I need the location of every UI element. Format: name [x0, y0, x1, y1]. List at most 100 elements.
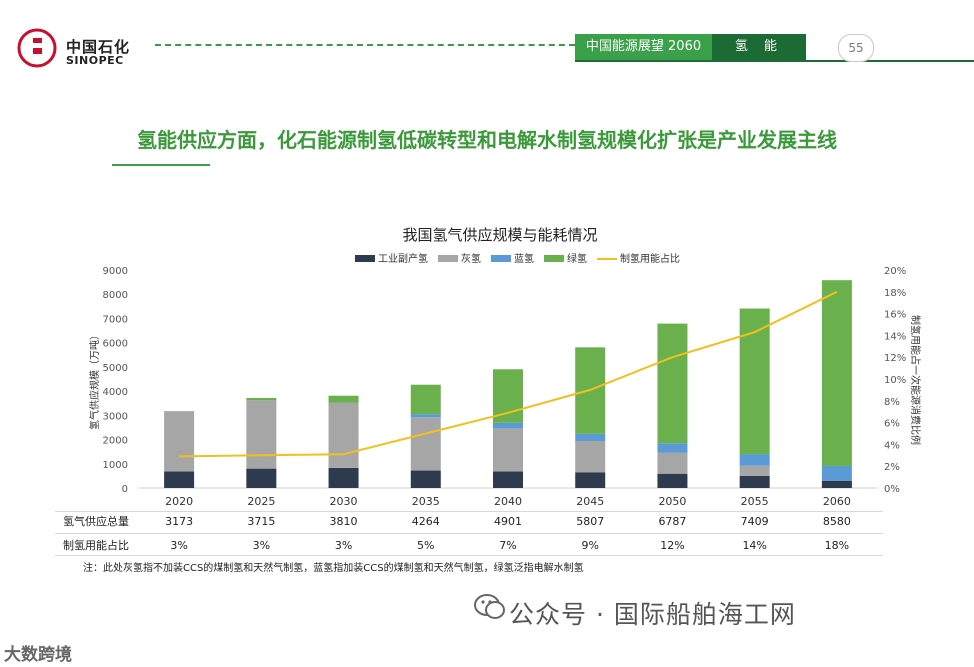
- table-total-cell: 3810: [330, 515, 358, 528]
- wechat-icon: [474, 594, 505, 619]
- x-tick-label: 2060: [823, 495, 851, 508]
- y2-tick-label: 8%: [884, 397, 900, 408]
- x-tick-label: 2020: [165, 495, 193, 508]
- legend-label: 蓝氢: [514, 252, 534, 265]
- x-tick-label: 2025: [247, 495, 275, 508]
- x-tick-label: 2035: [412, 495, 440, 508]
- logo-text-en: SINOPEC: [66, 54, 124, 67]
- headline-underline: [112, 164, 210, 166]
- y-axis-right: 0% 2% 4% 6% 8% 10% 12% 14% 16% 18% 20%: [884, 266, 906, 495]
- logo-text-cn: 中国石化: [66, 38, 131, 56]
- y-tick-label: 0: [122, 484, 128, 495]
- x-tick-label: 2045: [576, 495, 604, 508]
- chart-legend: 工业副产氢 灰氢 蓝氢 绿氢 制氢用能占比: [355, 252, 680, 265]
- footnote: 注：此处灰氢指不加装CCS的煤制氢和天然气制氢，蓝氢指加装CCS的煤制氢和天然气…: [83, 563, 584, 574]
- table-ratio-cell: 12%: [660, 539, 684, 552]
- y-axis-left: 0 1000 2000 3000 4000 5000 6000 7000 8000 9000: [103, 266, 128, 495]
- corner-watermark: 大数跨境: [4, 645, 72, 665]
- report-title: 中国能源展望 2060: [575, 34, 712, 60]
- page-headline: 氢能供应方面，化石能源制氢低碳转型和电解水制氢规模化扩张是产业发展主线: [137, 128, 837, 152]
- bar-2020-灰氢: [164, 411, 195, 472]
- bar-2040-工业副产氢: [493, 471, 523, 488]
- y-tick-label: 4000: [103, 387, 128, 398]
- y-axis-title: 氢气供应规模（万吨）: [88, 330, 101, 430]
- y2-tick-label: 2%: [884, 462, 900, 473]
- y2-tick-label: 4%: [884, 440, 900, 451]
- legend-swatch: [491, 255, 511, 262]
- y-tick-label: 8000: [103, 290, 128, 301]
- y2-tick-label: 0%: [884, 484, 900, 495]
- bar-2055-蓝氢: [739, 454, 770, 466]
- bar-2025-绿氢: [246, 398, 277, 401]
- bar-2050-绿氢: [657, 323, 688, 444]
- table-total-cell: 4901: [494, 515, 522, 528]
- data-table: 氢气供应总量 制氢用能占比 3173 3715 3810 4264 4901 5807 67…: [63, 514, 851, 552]
- bar-2060-蓝氢: [821, 465, 852, 481]
- bar-2050-工业副产氢: [657, 473, 688, 488]
- y2-tick-label: 6%: [884, 419, 900, 430]
- bar-2055-灰氢: [739, 465, 770, 476]
- bar-2060-工业副产氢: [821, 480, 852, 488]
- x-tick-label: 2030: [330, 495, 358, 508]
- y2-axis-title: 制氢用能占一次能源消费比例: [909, 315, 922, 445]
- table-rule-middle: [55, 533, 883, 534]
- bar-2040-灰氢: [493, 428, 523, 472]
- bar-2040-蓝氢: [493, 422, 523, 429]
- bar-2025-工业副产氢: [246, 468, 277, 488]
- table-total-cell: 3173: [165, 515, 193, 528]
- bar-2035-灰氢: [410, 417, 441, 471]
- table-ratio-cell: 7%: [499, 539, 516, 552]
- table-total-cell: 3715: [247, 515, 275, 528]
- bar-2050-蓝氢: [657, 443, 688, 453]
- table-ratio-cell: 14%: [742, 539, 766, 552]
- y-tick-label: 6000: [103, 339, 128, 350]
- table-ratio-cell: 3%: [170, 539, 187, 552]
- bar-2055-工业副产氢: [739, 475, 770, 488]
- y-tick-label: 1000: [103, 460, 128, 471]
- bar-2045-灰氢: [575, 441, 606, 473]
- bar-2030-灰氢: [328, 402, 359, 468]
- bar-series: [164, 280, 852, 488]
- bar-2055-绿氢: [739, 308, 770, 455]
- y2-tick-label: 18%: [884, 288, 906, 299]
- bar-2035-工业副产氢: [410, 470, 441, 488]
- y2-tick-label: 12%: [884, 353, 906, 364]
- ratio-line: [179, 290, 838, 458]
- bar-2060-绿氢: [821, 280, 852, 466]
- table-total-cell: 6787: [658, 515, 686, 528]
- sinopec-logo: [17, 28, 57, 68]
- bar-2035-绿氢: [410, 384, 441, 415]
- bar-2035-蓝氢: [410, 414, 441, 418]
- y2-tick-label: 16%: [884, 310, 906, 321]
- y-tick-label: 2000: [103, 436, 128, 447]
- bar-2025-灰氢: [246, 400, 277, 469]
- table-ratio-cell: 9%: [581, 539, 598, 552]
- y2-tick-label: 10%: [884, 375, 906, 386]
- bar-2030-绿氢: [328, 395, 359, 403]
- table-total-cell: 8580: [823, 515, 851, 528]
- table-total-cell: 7409: [741, 515, 769, 528]
- y-tick-label: 5000: [103, 363, 128, 374]
- y2-tick-label: 14%: [884, 331, 906, 342]
- x-tick-label: 2040: [494, 495, 522, 508]
- header-dashed-rule: [155, 44, 575, 46]
- table-row-label-total: 氢气供应总量: [63, 514, 129, 528]
- legend-label: 绿氢: [567, 252, 587, 265]
- table-ratio-cell: 18%: [825, 539, 849, 552]
- bar-2045-蓝氢: [575, 433, 606, 442]
- table-rule-bottom: [55, 555, 883, 556]
- x-axis-labels: 2020 2025 2030 2035 2040 2045 2050 2055 2060: [165, 495, 851, 508]
- bar-2045-工业副产氢: [575, 472, 606, 488]
- y2-tick-label: 20%: [884, 266, 906, 277]
- table-ratio-cell: 5%: [417, 539, 434, 552]
- legend-label: 工业副产氢: [378, 252, 428, 265]
- table-rule-top: [55, 511, 883, 512]
- y-tick-label: 7000: [103, 314, 128, 325]
- bar-2030-工业副产氢: [328, 467, 359, 488]
- chart-title: 我国氢气供应规模与能耗情况: [402, 226, 597, 244]
- y-tick-label: 3000: [103, 411, 128, 422]
- table-row-label-ratio: 制氢用能占比: [63, 538, 129, 552]
- legend-swatch: [438, 255, 458, 262]
- y-tick-label: 9000: [103, 266, 128, 277]
